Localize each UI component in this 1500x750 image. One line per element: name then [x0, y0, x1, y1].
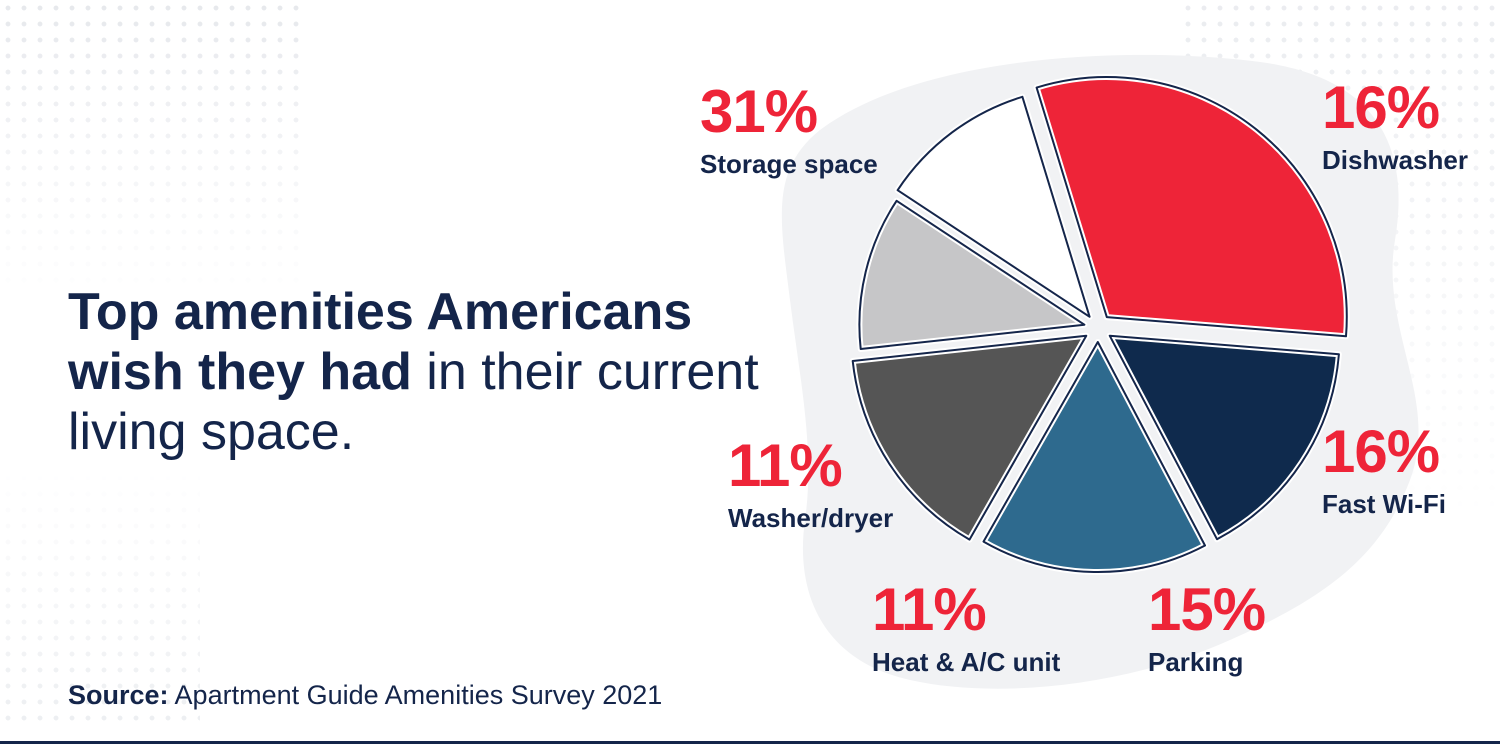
- slice-value-0: 31%: [700, 78, 818, 145]
- slice-name-1: Dishwasher: [1322, 145, 1468, 175]
- pie-slice-outline-2: [982, 341, 1206, 574]
- slice-value-3: 15%: [1148, 576, 1266, 643]
- slice-label-5: 11% Washer/dryer: [728, 436, 893, 534]
- slice-value-1: 16%: [1322, 74, 1440, 141]
- slice-value-5: 11%: [728, 432, 843, 499]
- slice-value-2: 16%: [1322, 418, 1440, 485]
- dot-pattern-bottom-left: [0, 470, 200, 730]
- slice-name-5: Washer/dryer: [728, 503, 894, 533]
- headline-bold: Top amenities Americans wish they had: [68, 283, 693, 401]
- pie-slice-outline-3: [851, 334, 1088, 541]
- slice-name-3: Parking: [1148, 647, 1244, 677]
- slice-label-4: 11% Heat & A/C unit: [872, 580, 1060, 678]
- source-text: Apartment Guide Amenities Survey 2021: [168, 680, 663, 710]
- headline-rest: in their current living space.: [68, 343, 759, 461]
- slice-name-2: Fast Wi-Fi: [1322, 489, 1446, 519]
- bottom-rule: [0, 741, 1500, 744]
- slice-label-3: 15% Parking: [1148, 576, 1266, 678]
- pie-slice-outline-1: [1108, 334, 1340, 541]
- slice-label-2: 16% Fast Wi-Fi: [1322, 422, 1446, 520]
- slice-label-0: 31% Storage space: [700, 82, 878, 180]
- pie-slice-outline-4: [858, 199, 1086, 350]
- pie-slice-outline-0: [1035, 76, 1348, 338]
- source-note: Source: Apartment Guide Amenities Survey…: [68, 680, 662, 711]
- slice-label-1: 16% Dishwasher: [1322, 78, 1468, 176]
- headline: Top amenities Americans wish they had in…: [68, 282, 798, 462]
- slice-name-0: Storage space: [700, 149, 878, 179]
- slice-value-4: 11%: [872, 576, 987, 643]
- source-label: Source:: [68, 680, 169, 710]
- dot-pattern-top-left: [0, 0, 300, 300]
- slice-name-4: Heat & A/C unit: [872, 647, 1061, 677]
- pie-slice-outline-5: [896, 95, 1091, 318]
